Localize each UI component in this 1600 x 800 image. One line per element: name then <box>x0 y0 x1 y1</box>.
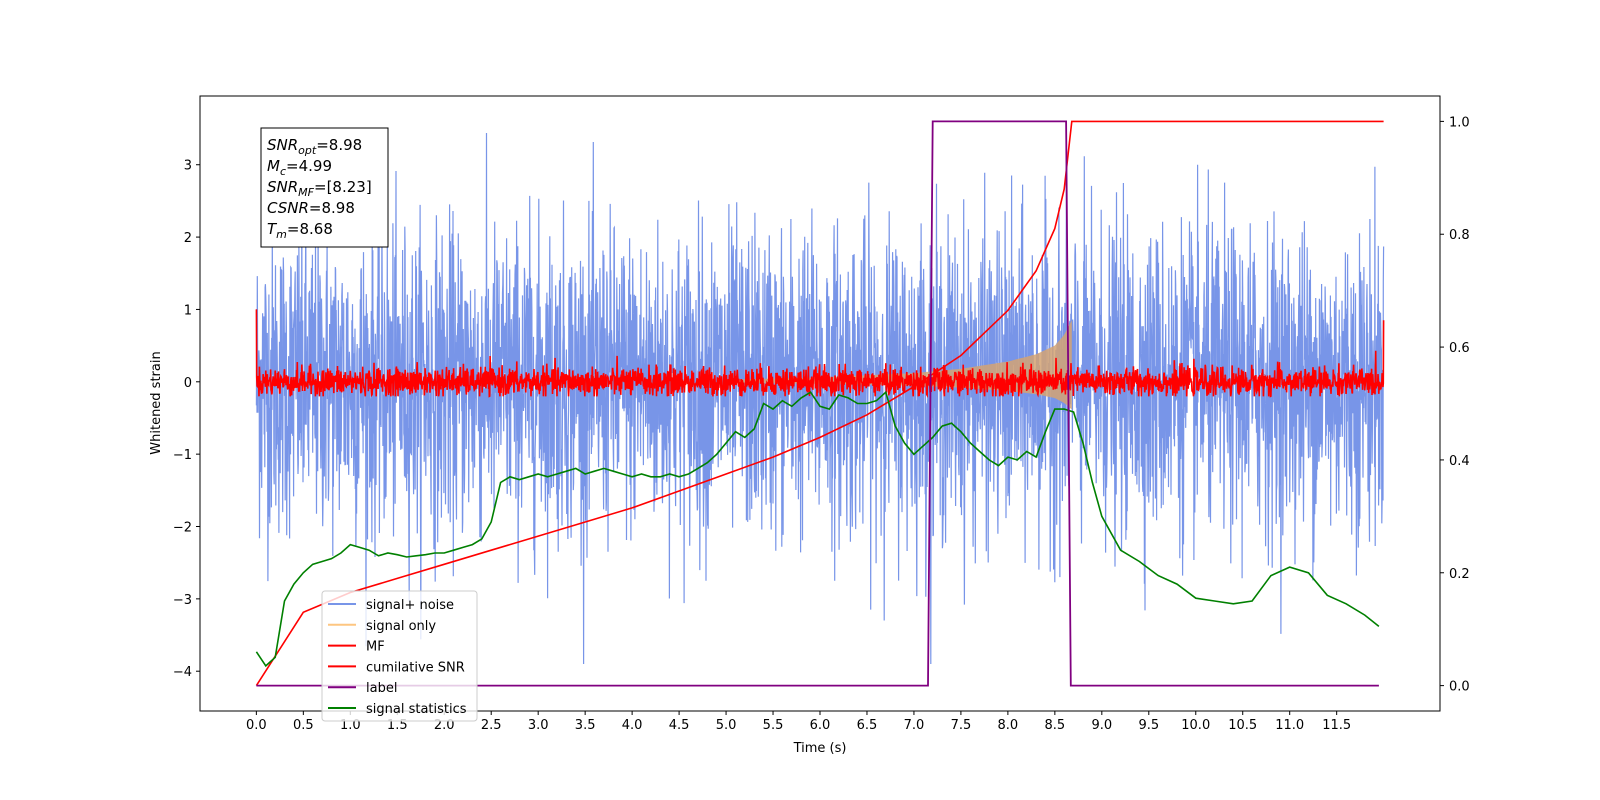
y2-tick-label: 0.0 <box>1449 680 1470 695</box>
series-signal-noise <box>255 132 1385 665</box>
x-tick-label: 4.0 <box>622 718 643 733</box>
info-box-line: Tm=8.68 <box>267 220 333 241</box>
y2-tick-label: 0.8 <box>1449 228 1470 243</box>
info-box-line: SNRMF=[8.23] <box>267 178 372 199</box>
legend: signal+ noise signal only MF cumilative SNR… <box>321 590 478 722</box>
y2-tick-label: 0.2 <box>1449 567 1470 582</box>
y2-tick-label: 1.0 <box>1449 115 1470 130</box>
series-label <box>256 120 1379 687</box>
legend-frame <box>321 590 478 722</box>
x-tick-label: 2.5 <box>481 718 502 733</box>
x-tick-label: 9.5 <box>1138 718 1159 733</box>
y2-tick-label: 0.6 <box>1449 341 1470 356</box>
x-tick-label: 3.5 <box>575 718 596 733</box>
x-tick-label: 5.5 <box>763 718 784 733</box>
info-box-line: Mc=4.99 <box>267 157 332 178</box>
y-tick-label: −1 <box>173 448 192 463</box>
series-mf <box>255 309 1385 399</box>
x-tick-label: 10.5 <box>1228 718 1257 733</box>
x-tick-label: 1.0 <box>340 718 361 733</box>
legend-label: label <box>366 681 397 696</box>
y-tick-label: 2 <box>184 231 192 246</box>
y-tick-label: −2 <box>173 521 192 536</box>
y-tick-label: 3 <box>184 159 192 174</box>
x-tick-label: 11.0 <box>1275 718 1304 733</box>
legend-label: MF <box>366 640 385 655</box>
x-tick-label: 10.0 <box>1181 718 1210 733</box>
y-tick-label: 1 <box>184 303 192 318</box>
x-tick-label: 3.0 <box>528 718 549 733</box>
y-axis-label: Whitened strain <box>149 351 164 454</box>
x-tick-label: 0.0 <box>246 718 267 733</box>
x-tick-label: 7.5 <box>951 718 972 733</box>
series-cumulative-snr <box>255 120 1384 687</box>
x-tick-label: 8.5 <box>1045 718 1066 733</box>
info-box-line: CSNR=8.98 <box>267 199 355 217</box>
x-tick-label: 1.5 <box>387 718 408 733</box>
x-tick-label: 5.0 <box>716 718 737 733</box>
y2-tick-label: 0.4 <box>1449 454 1470 469</box>
axes-layer: 0.0 0.5 1.0 1.5 2.0 2.5 3.0 3.5 4.0 4.5 5.0 5.5 6.0 6… <box>173 115 1470 733</box>
x-tick-label: 0.5 <box>293 718 314 733</box>
x-tick-label: 2.0 <box>434 718 455 733</box>
x-tick-label: 6.5 <box>857 718 878 733</box>
legend-label: cumilative SNR <box>366 660 465 675</box>
x-tick-label: 7.0 <box>904 718 925 733</box>
info-box-frame <box>260 127 389 248</box>
y-tick-label: −4 <box>173 665 192 680</box>
x-tick-label: 6.0 <box>810 718 831 733</box>
legend-label: signal statistics <box>366 702 467 717</box>
x-axis-label: Time (s) <box>793 741 847 756</box>
x-tick-label: 11.5 <box>1322 718 1351 733</box>
plot-layer <box>255 120 1385 687</box>
info-box-line: SNRopt=8.98 <box>267 136 362 157</box>
legend-label: signal only <box>366 619 436 634</box>
y-tick-label: −3 <box>173 593 192 608</box>
x-tick-label: 8.0 <box>998 718 1019 733</box>
y-tick-label: 0 <box>184 376 192 391</box>
x-tick-label: 9.0 <box>1091 718 1112 733</box>
series-signal-statistics <box>255 390 1380 668</box>
legend-label: signal+ noise <box>366 598 454 613</box>
x-tick-label: 4.5 <box>669 718 690 733</box>
